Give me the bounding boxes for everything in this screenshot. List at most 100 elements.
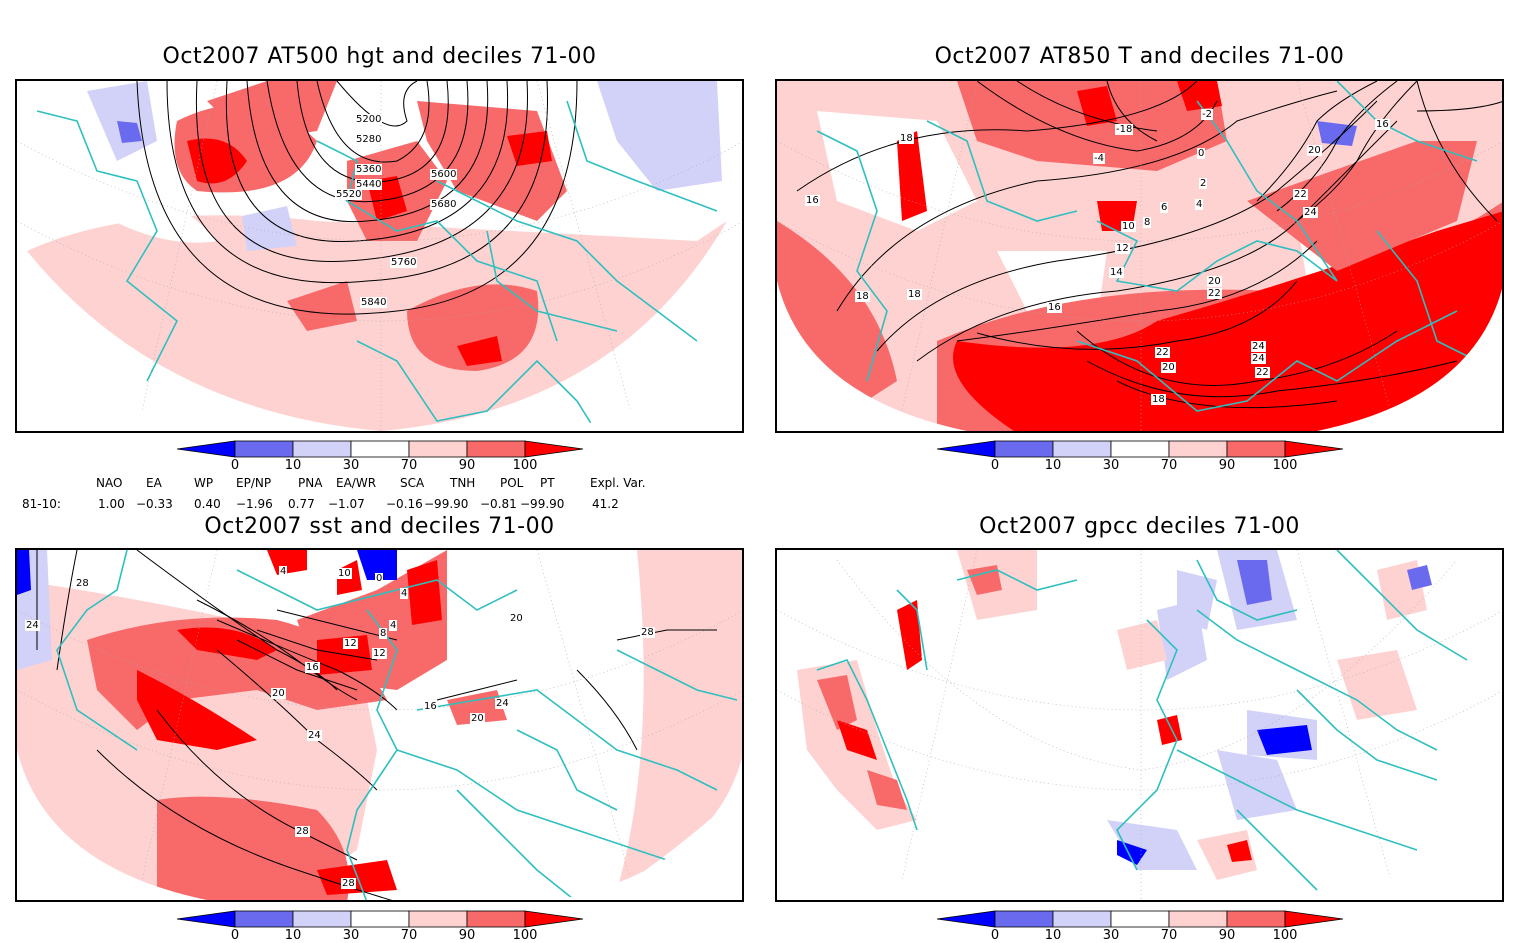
colorbar-graphic [936, 440, 1344, 458]
index-header-nao: NAO [96, 476, 123, 490]
contour-label: 5760 [390, 257, 418, 268]
colorbar-tick-label: 10 [1044, 928, 1062, 943]
contour-label: 20 [1207, 276, 1222, 287]
contour-label: 10 [1121, 221, 1136, 232]
colorbar-segment [1052, 440, 1112, 458]
colorbar-tick-label: 70 [400, 928, 418, 943]
colorbar-segment [994, 440, 1054, 458]
contour-label: 22 [1293, 189, 1308, 200]
index-value-explvar: 41.2 [592, 497, 619, 511]
map-panel-z500 [15, 79, 744, 433]
index-header-eawr: EA/WR [336, 476, 377, 490]
contour-label: 14 [1109, 267, 1124, 278]
contour-label: 16 [805, 195, 820, 206]
contour-label: 5520 [335, 189, 363, 200]
contour-label: 0 [1197, 148, 1206, 159]
colorbar-tick-label: 70 [1160, 458, 1178, 473]
index-header-ea: EA [146, 476, 162, 490]
colorbar-segment [1226, 910, 1286, 928]
index-header-tnh: TNH [450, 476, 476, 490]
contour-label: 8 [379, 628, 388, 639]
index-header-epnp: EP/NP [236, 476, 272, 490]
panel-title-z500: Oct2007 AT500 hgt and deciles 71-00 [162, 44, 597, 69]
contour-label: 5680 [430, 199, 458, 210]
colorbar-segment [1110, 440, 1170, 458]
contour-label: 20 [509, 613, 524, 624]
contour-label: 22 [1155, 347, 1170, 358]
colorbar-tick-label: 0 [230, 458, 240, 473]
colorbar-tick-label: 100 [512, 458, 538, 473]
colorbar-tick-label: 100 [512, 928, 538, 943]
contour-label: 12 [343, 638, 358, 649]
contour-label: 18 [1151, 394, 1166, 405]
map-panel-gpcc [775, 548, 1504, 902]
colorbar-tick-label: 0 [990, 458, 1000, 473]
colorbar-segment [1226, 440, 1286, 458]
contour-label: 4 [400, 588, 409, 599]
map-sst [17, 550, 742, 900]
colorbar-segment [466, 910, 526, 928]
index-header-pol: POL [500, 476, 524, 490]
contour-label: 4 [1195, 199, 1204, 210]
contour-label: 0 [375, 573, 384, 584]
colorbar-segment [408, 440, 468, 458]
colorbar-tick-label: 70 [400, 458, 418, 473]
colorbar-tick-label: 100 [1272, 928, 1298, 943]
colorbar-tick-label: 10 [284, 458, 302, 473]
index-header-explvar: Expl. Var. [590, 476, 646, 490]
colorbar-tick-label: 0 [990, 928, 1000, 943]
colorbar-graphic [176, 440, 584, 458]
colorbar-tick-label: 30 [1102, 928, 1120, 943]
contour-label: 28 [295, 826, 310, 837]
index-value-epnp: −1.96 [236, 497, 273, 511]
colorbar-high-triangle [524, 910, 584, 928]
contour-label: 16 [1047, 302, 1062, 313]
colorbar-segment [408, 910, 468, 928]
colorbar-tick-label: 90 [1218, 928, 1236, 943]
contour-label: 18 [899, 133, 914, 144]
colorbar-segment [292, 910, 352, 928]
index-row-label: 81-10: [22, 497, 61, 511]
colorbar-graphic [176, 910, 584, 928]
colorbar-segment [292, 440, 352, 458]
index-value-eawr: −1.07 [328, 497, 365, 511]
contour-label: 18 [907, 289, 922, 300]
colorbar-segment [1052, 910, 1112, 928]
contour-label: 16 [423, 701, 438, 712]
colorbar-tick-label: 100 [1272, 458, 1298, 473]
index-value-tnh: −99.90 [424, 497, 469, 511]
colorbar-high-triangle [524, 440, 584, 458]
colorbar-tick-label: 30 [342, 928, 360, 943]
contour-label: 2 [1199, 178, 1208, 189]
map-panel-sst [15, 548, 744, 902]
contour-label: 5440 [355, 179, 383, 190]
index-header-sca: SCA [400, 476, 425, 490]
contour-label: 5280 [355, 134, 383, 145]
index-header-wp: WP [194, 476, 214, 490]
index-table: NAO EA WP EP/NP PNA EA/WR SCA TNH POL PT… [0, 476, 700, 516]
contour-label: 20 [470, 713, 485, 724]
colorbar-tick-label: 0 [230, 928, 240, 943]
colorbar-segment [234, 440, 294, 458]
contour-label: 24 [1251, 353, 1266, 364]
index-value-sca: −0.16 [386, 497, 423, 511]
contour-label: 16 [305, 662, 320, 673]
contour-label: 5600 [430, 169, 458, 180]
contour-label: -18 [1115, 124, 1134, 135]
colorbar-tick-label: 30 [1102, 458, 1120, 473]
map-gpcc [777, 550, 1502, 900]
index-value-ea: −0.33 [136, 497, 173, 511]
colorbar-tick-label: 90 [458, 458, 476, 473]
index-value-pna: 0.77 [288, 497, 315, 511]
contour-label: 24 [307, 730, 322, 741]
contour-label: 12 [1115, 243, 1130, 254]
colorbar-segment [234, 910, 294, 928]
colorbar-tick-label: 70 [1160, 928, 1178, 943]
contour-label: 28 [640, 627, 655, 638]
index-value-pt: −99.90 [520, 497, 565, 511]
index-value-nao: 1.00 [98, 497, 125, 511]
colorbar-segment [1168, 440, 1228, 458]
colorbar-tick-label: 90 [458, 928, 476, 943]
contour-label: 20 [1161, 362, 1176, 373]
colorbar-low-triangle [176, 440, 236, 458]
